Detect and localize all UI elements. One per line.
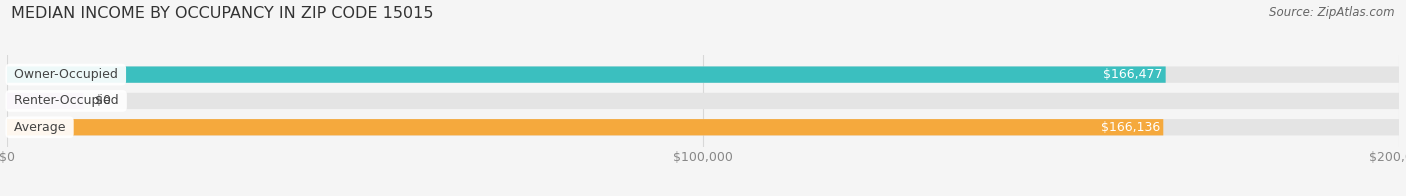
Text: $0: $0	[94, 94, 111, 107]
Text: Owner-Occupied: Owner-Occupied	[10, 68, 122, 81]
FancyBboxPatch shape	[7, 93, 1399, 109]
FancyBboxPatch shape	[7, 66, 1399, 83]
Text: Renter-Occupied: Renter-Occupied	[10, 94, 122, 107]
Text: Average: Average	[10, 121, 69, 134]
Text: $166,477: $166,477	[1104, 68, 1163, 81]
FancyBboxPatch shape	[7, 119, 1163, 135]
Text: MEDIAN INCOME BY OCCUPANCY IN ZIP CODE 15015: MEDIAN INCOME BY OCCUPANCY IN ZIP CODE 1…	[11, 6, 433, 21]
FancyBboxPatch shape	[7, 119, 1399, 135]
Text: Source: ZipAtlas.com: Source: ZipAtlas.com	[1270, 6, 1395, 19]
FancyBboxPatch shape	[7, 66, 1166, 83]
Text: $166,136: $166,136	[1101, 121, 1160, 134]
FancyBboxPatch shape	[7, 93, 83, 109]
